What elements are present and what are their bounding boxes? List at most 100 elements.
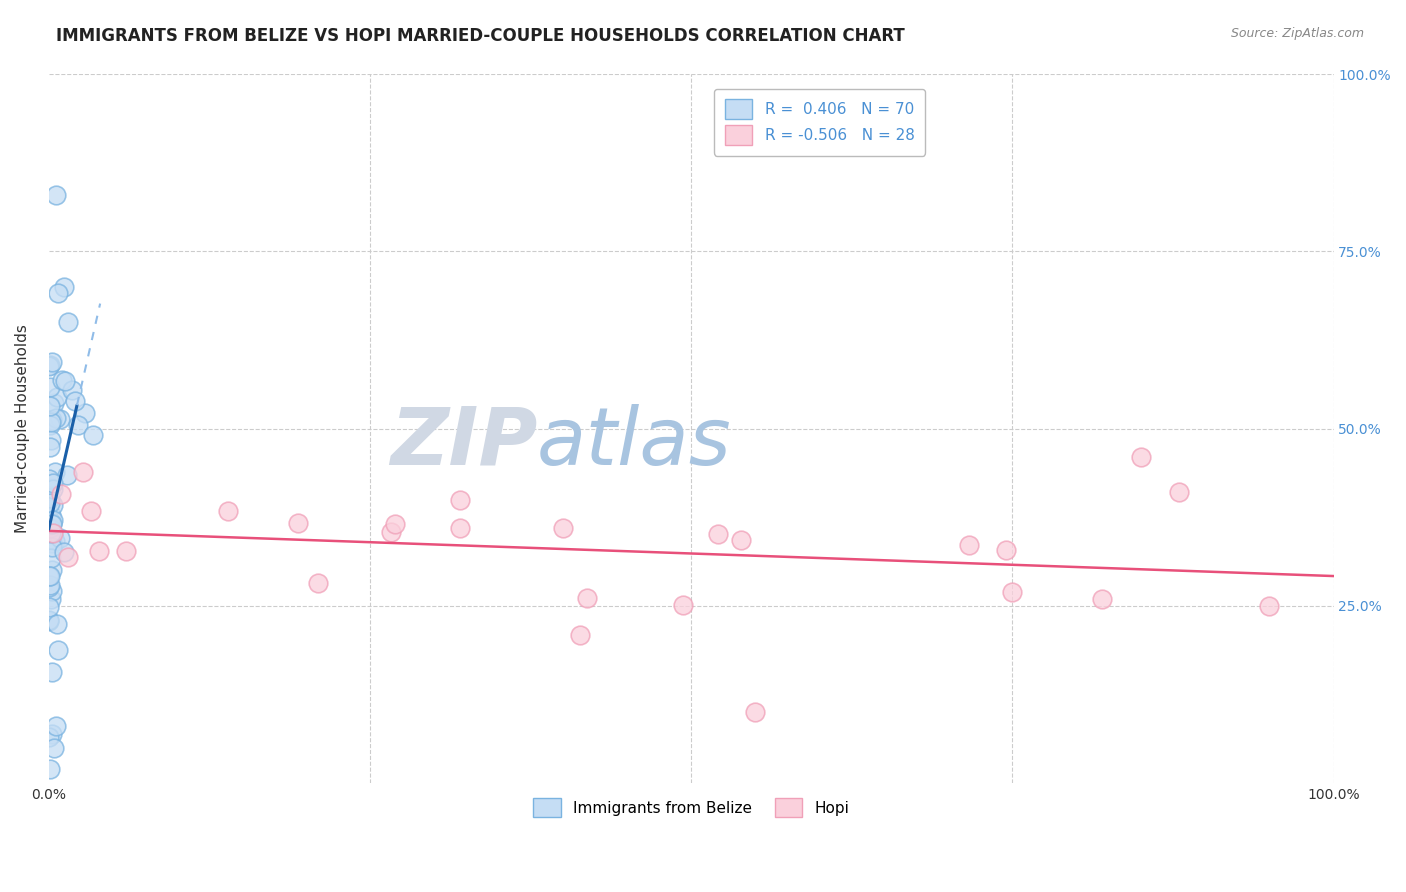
Point	[42, 525, 65, 540]
Point	[38, 496, 60, 510]
Point	[44, 533, 66, 548]
Point	[49, 486, 72, 500]
Point	[38, 440, 60, 454]
Point	[41, 665, 63, 679]
Point	[42, 475, 65, 490]
Point	[44, 465, 66, 479]
Point	[45, 411, 67, 425]
Point	[39, 578, 62, 592]
Point	[46, 642, 69, 657]
Point	[49, 531, 72, 545]
Point	[39, 415, 62, 429]
Point	[38, 417, 60, 432]
Point	[80, 504, 103, 518]
Point	[450, 492, 472, 507]
Point	[38, 569, 60, 583]
Point	[1091, 591, 1114, 606]
Point	[672, 598, 695, 612]
Point	[45, 616, 67, 631]
Point	[706, 526, 728, 541]
Point	[38, 730, 60, 744]
Point	[39, 508, 62, 523]
Point	[38, 580, 60, 594]
Point	[114, 544, 136, 558]
Point	[89, 544, 111, 558]
Point	[39, 480, 62, 494]
Point	[38, 600, 60, 615]
Point	[38, 379, 60, 393]
Point	[287, 516, 309, 531]
Point	[39, 359, 62, 373]
Point	[42, 396, 65, 410]
Point	[380, 524, 402, 539]
Point	[38, 491, 60, 506]
Point	[46, 285, 69, 300]
Point	[42, 513, 65, 527]
Point	[55, 375, 77, 389]
Point	[82, 428, 104, 442]
Point	[39, 483, 62, 498]
Point	[41, 516, 63, 531]
Point	[41, 727, 63, 741]
Point	[41, 355, 63, 369]
Point	[73, 406, 96, 420]
Point	[45, 187, 67, 202]
Point	[63, 393, 86, 408]
Point	[60, 383, 83, 397]
Point	[38, 614, 60, 628]
Point	[42, 526, 65, 541]
Point	[38, 471, 60, 485]
Text: Source: ZipAtlas.com: Source: ZipAtlas.com	[1230, 27, 1364, 40]
Point	[449, 521, 471, 535]
Text: atlas: atlas	[537, 404, 731, 482]
Text: IMMIGRANTS FROM BELIZE VS HOPI MARRIED-COUPLE HOUSEHOLDS CORRELATION CHART: IMMIGRANTS FROM BELIZE VS HOPI MARRIED-C…	[56, 27, 905, 45]
Point	[995, 542, 1018, 557]
Text: ZIP: ZIP	[389, 404, 537, 482]
Point	[957, 538, 980, 552]
Point	[56, 468, 79, 483]
Point	[41, 551, 63, 566]
Point	[41, 413, 63, 427]
Point	[730, 533, 752, 547]
Point	[53, 545, 76, 559]
Point	[744, 705, 766, 719]
Point	[42, 740, 65, 755]
Point	[38, 569, 60, 583]
Point	[45, 390, 67, 404]
Point	[38, 489, 60, 503]
Legend: Immigrants from Belize, Hopi: Immigrants from Belize, Hopi	[526, 790, 856, 825]
Point	[41, 563, 63, 577]
Point	[41, 536, 63, 550]
Y-axis label: Married-couple Households: Married-couple Households	[15, 324, 30, 533]
Point	[39, 591, 62, 606]
Point	[41, 516, 63, 530]
Point	[551, 521, 574, 535]
Point	[1001, 584, 1024, 599]
Point	[568, 628, 591, 642]
Point	[72, 465, 94, 479]
Point	[42, 482, 65, 496]
Point	[49, 411, 72, 425]
Point	[38, 514, 60, 528]
Point	[576, 591, 599, 606]
Point	[307, 576, 329, 591]
Point	[1129, 450, 1152, 464]
Point	[38, 532, 60, 546]
Point	[39, 400, 62, 414]
Point	[1168, 485, 1191, 500]
Point	[39, 433, 62, 447]
Point	[41, 541, 63, 555]
Point	[53, 279, 76, 293]
Point	[45, 719, 67, 733]
Point	[42, 498, 65, 512]
Point	[1258, 599, 1281, 613]
Point	[217, 503, 239, 517]
Point	[38, 491, 60, 506]
Point	[56, 315, 79, 329]
Point	[39, 521, 62, 535]
Point	[38, 613, 60, 627]
Point	[39, 525, 62, 540]
Point	[39, 762, 62, 776]
Point	[41, 583, 63, 598]
Point	[384, 516, 406, 531]
